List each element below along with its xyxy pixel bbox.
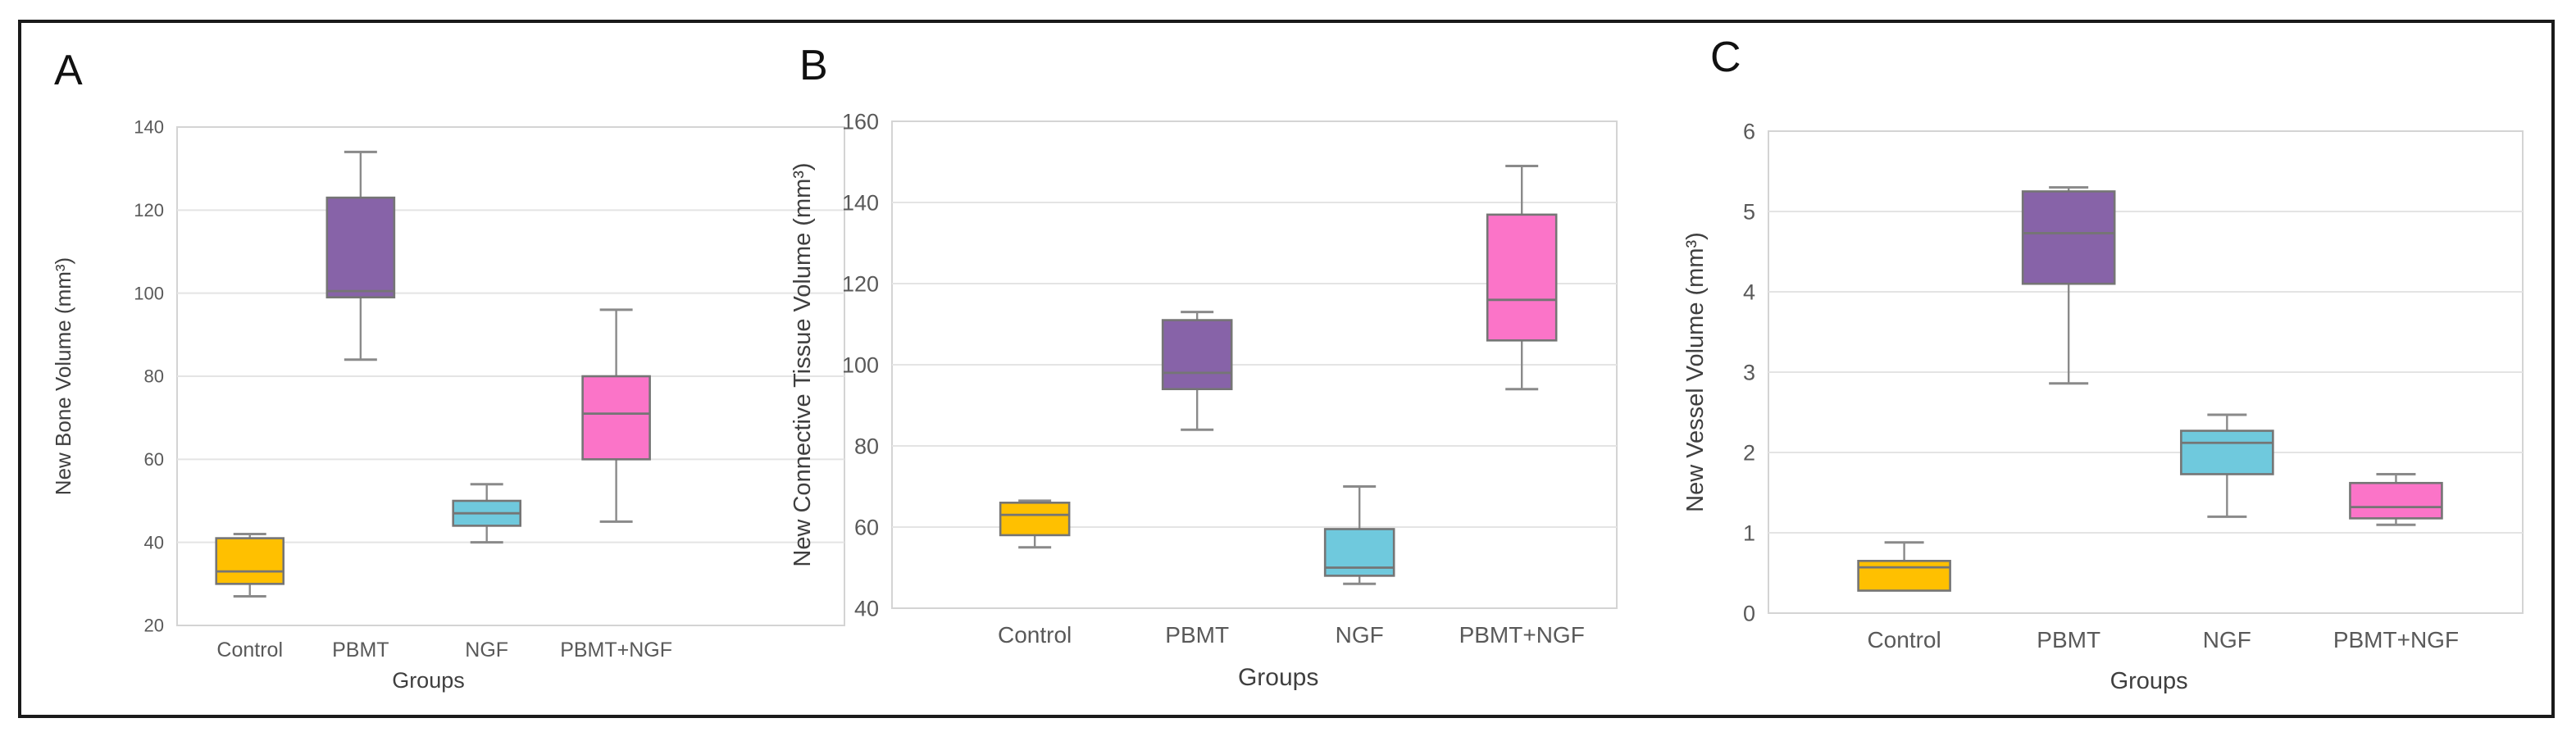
panel-a-y-axis-title: New Bone Volume (mm³) <box>51 257 75 495</box>
panel-b-y-tick-label: 80 <box>854 434 879 458</box>
panel-c-y-tick-label: 4 <box>1743 280 1755 304</box>
panel-c-x-tick-label-pbmt: PBMT <box>2037 627 2100 652</box>
panel-b-y-tick-label: 120 <box>842 271 879 296</box>
panel-b-box-control <box>999 501 1071 537</box>
panel-b-y-tick-label: 40 <box>854 596 879 621</box>
panel-c-y-tick-label: 0 <box>1743 601 1755 625</box>
panel-c-y-tick-label: 6 <box>1743 119 1755 143</box>
panel-b-label: B <box>799 42 828 89</box>
panel-c-x-tick-label-pbmt+ngf: PBMT+NGF <box>2333 627 2459 652</box>
panel-c-y-tick-label: 1 <box>1743 521 1755 545</box>
panel-c-x-tick-label-ngf: NGF <box>2203 627 2251 652</box>
panel-b-box-pbmt <box>1161 319 1233 390</box>
panel-c-box-pbmt+ngf <box>2349 481 2443 520</box>
panel-c-box-pbmt <box>2021 190 2116 285</box>
panel-a-label: A <box>54 47 83 94</box>
panel-a-x-tick-label-ngf: NGF <box>465 639 508 661</box>
panel-a-x-axis-title: Groups <box>392 668 465 693</box>
panel-b-y-tick-label: 100 <box>842 352 879 377</box>
panel-b-y-tick-label: 140 <box>842 190 879 215</box>
panel-a-y-tick-label: 120 <box>134 200 164 220</box>
panel-c-y-tick-label: 2 <box>1743 440 1755 465</box>
panel-c-y-tick-label: 3 <box>1743 360 1755 384</box>
panel-b-x-tick-label-pbmt+ngf: PBMT+NGF <box>1459 622 1585 648</box>
panel-b-y-axis-title: New Connective Tissue Volume (mm³) <box>790 162 816 566</box>
panel-a-y-tick-label: 40 <box>144 532 164 552</box>
panel-c-x-tick-label-control: Control <box>1867 627 1941 652</box>
panel-a-box-control <box>215 537 285 585</box>
panel-c-y-axis-title: New Vessel Volume (mm³) <box>1682 232 1709 512</box>
panel-a-y-tick-label: 100 <box>134 283 164 303</box>
panel-c-label: C <box>1710 34 1741 81</box>
panel-a-y-tick-label: 20 <box>144 616 164 636</box>
panel-c-y-tick-label: 5 <box>1743 199 1755 224</box>
panel-b-y-tick-label: 60 <box>854 515 879 539</box>
panel-a-y-tick-label: 80 <box>144 366 164 387</box>
panel-a-box-pbmt+ngf <box>581 375 651 461</box>
panel-a-box-pbmt <box>325 196 396 299</box>
panel-c-box-ngf <box>2180 430 2274 475</box>
panel-b-x-axis-title: Groups <box>1238 664 1318 691</box>
panel-b-box-pbmt+ngf <box>1486 213 1558 342</box>
panel-b-x-tick-label-control: Control <box>998 622 1072 648</box>
panel-a-x-tick-label-control: Control <box>216 639 283 661</box>
panel-b-x-tick-label-pbmt: PBMT <box>1165 622 1229 648</box>
panel-a-x-tick-label-pbmt: PBMT <box>332 639 389 661</box>
panel-a-x-tick-label-pbmt+ngf: PBMT+NGF <box>560 639 672 661</box>
panel-a-y-tick-label: 140 <box>134 117 164 138</box>
panel-a-y-tick-label: 60 <box>144 449 164 470</box>
panel-b-x-tick-label-ngf: NGF <box>1336 622 1384 648</box>
panel-c-box-control <box>1857 559 1951 592</box>
panel-c-x-axis-title: Groups <box>2110 668 2188 694</box>
figure-border <box>18 20 2555 718</box>
panel-b-y-tick-label: 160 <box>842 109 879 134</box>
